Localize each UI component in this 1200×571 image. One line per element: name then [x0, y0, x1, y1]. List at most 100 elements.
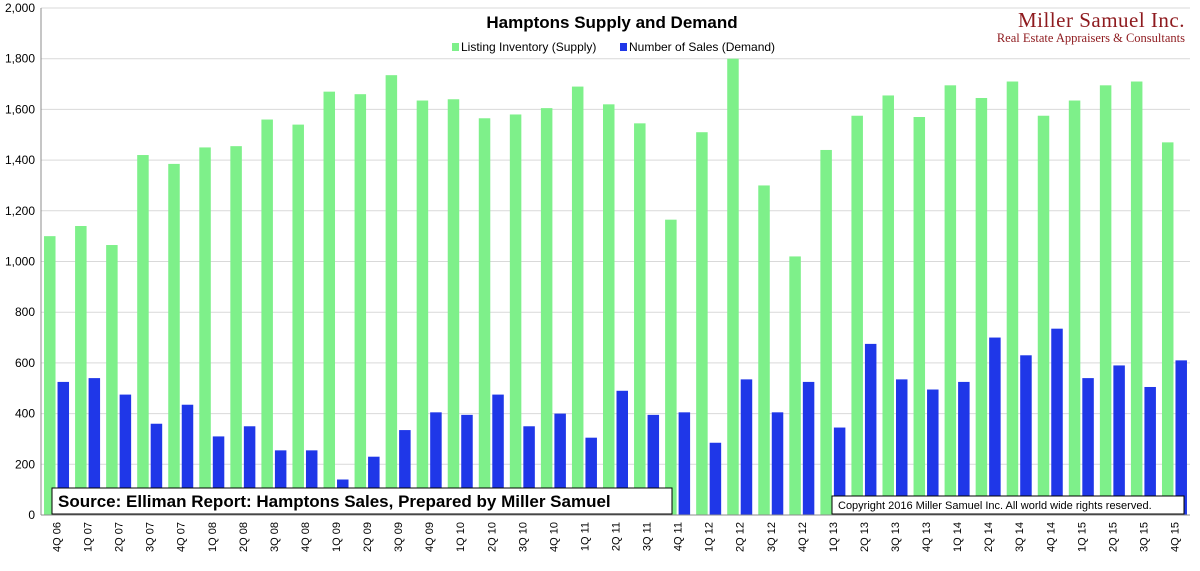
- supply-bar: [727, 58, 739, 515]
- x-tick-label: 1Q 07: [83, 522, 95, 552]
- x-tick-label: 1Q 09: [331, 522, 343, 552]
- supply-bar: [292, 124, 304, 516]
- supply-bar: [323, 91, 336, 515]
- demand-bar: [1082, 378, 1094, 515]
- supply-bar: [199, 147, 211, 516]
- source-box-frame: [51, 487, 673, 515]
- supply-bar: [603, 104, 615, 515]
- x-tick-label: 2Q 10: [486, 522, 498, 552]
- supply-bar: [509, 114, 522, 515]
- supply-bar: [1006, 81, 1019, 515]
- supply-bar: [913, 117, 926, 515]
- supply-bar: [1068, 100, 1081, 515]
- supply-bar: [168, 163, 180, 515]
- copyright-box: Copyright 2016 Miller Samuel Inc. All wo…: [831, 495, 1185, 515]
- bars: [44, 58, 1187, 516]
- x-tick-label: 1Q 08: [207, 522, 219, 552]
- x-tick-label: 4Q 15: [1169, 522, 1181, 552]
- demand-bar: [1175, 360, 1187, 515]
- x-tick-label: 1Q 12: [704, 522, 716, 552]
- demand-bar: [368, 456, 380, 515]
- y-tick-label: 0: [28, 508, 35, 522]
- demand-bar: [274, 450, 287, 515]
- supply-bar: [1161, 142, 1174, 516]
- demand-bar: [88, 378, 101, 515]
- y-tick-label: 1,800: [5, 52, 35, 66]
- x-tick-label: 3Q 09: [393, 522, 405, 552]
- demand-bar: [771, 412, 784, 515]
- legend-swatch-supply: [452, 43, 459, 51]
- x-tick-label: 2Q 12: [735, 522, 747, 552]
- legend-swatch-demand: [620, 43, 627, 51]
- supply-bar: [416, 100, 429, 515]
- demand-bar: [895, 379, 908, 515]
- x-tick-label: 2Q 09: [362, 522, 374, 552]
- y-tick-label: 2,000: [5, 1, 35, 15]
- y-tick-label: 1,600: [5, 102, 35, 116]
- demand-bar: [492, 394, 504, 515]
- demand-bar: [927, 389, 939, 515]
- demand-bar: [989, 337, 1001, 515]
- x-tick-label: 4Q 14: [1045, 522, 1057, 552]
- y-tick-label: 600: [15, 356, 35, 370]
- y-tick-label: 1,200: [5, 204, 35, 218]
- logo-name: Miller Samuel Inc.: [1018, 8, 1185, 32]
- x-tick-label: 3Q 13: [890, 522, 902, 552]
- logo-tagline: Real Estate Appraisers & Consultants: [997, 31, 1185, 45]
- chart-title: Hamptons Supply and Demand: [486, 13, 737, 32]
- y-tick-label: 800: [15, 305, 35, 319]
- y-tick-label: 1,400: [5, 153, 35, 167]
- demand-bar: [399, 430, 411, 515]
- x-tick-label: 4Q 10: [548, 522, 560, 552]
- x-tick-label: 1Q 11: [579, 522, 591, 551]
- source-label: Source: Elliman Report: Hamptons Sales, …: [58, 492, 611, 511]
- x-tick-label: 3Q 08: [269, 522, 281, 552]
- demand-bar: [958, 381, 970, 515]
- x-tick-label: 4Q 11: [673, 522, 685, 551]
- supply-bar: [478, 118, 491, 516]
- supply-bar: [882, 95, 894, 516]
- supply-bar: [44, 236, 56, 515]
- x-axis: 4Q 06 1Q 07 2Q 07 3Q 07 4Q 07 1Q 08 2Q 08 3Q 08…: [41, 514, 1190, 552]
- demand-bar: [523, 426, 535, 515]
- supply-bar: [106, 245, 118, 515]
- legend-label-demand: Number of Sales (Demand): [629, 40, 775, 54]
- supply-bar: [634, 123, 646, 515]
- demand-bar: [461, 414, 473, 515]
- supply-bar: [447, 99, 460, 515]
- demand-bar: [150, 423, 163, 515]
- x-tick-label: 1Q 14: [952, 522, 964, 552]
- supply-bar: [385, 75, 398, 516]
- x-tick-label: 2Q 15: [1107, 522, 1119, 552]
- x-tick-label: 3Q 12: [766, 522, 778, 552]
- x-tick-label: 4Q 13: [921, 522, 933, 552]
- supply-bar: [851, 115, 863, 516]
- x-tick-label: 2Q 13: [859, 522, 871, 552]
- legend: Listing Inventory (Supply) Number of Sal…: [452, 40, 775, 54]
- x-tick-label: 3Q 14: [1014, 522, 1026, 552]
- supply-bar: [789, 256, 801, 515]
- supply-bar: [137, 155, 149, 515]
- supply-bar: [261, 119, 273, 515]
- x-tick-label: 2Q 14: [983, 522, 995, 552]
- x-tick-label: 3Q 10: [517, 522, 529, 552]
- x-tick-label: 1Q 13: [828, 522, 840, 552]
- demand-bar: [1113, 365, 1125, 515]
- demand-bar: [1020, 355, 1032, 515]
- demand-bar: [1144, 386, 1156, 515]
- company-logo: Miller Samuel Inc. Real Estate Appraiser…: [997, 8, 1185, 45]
- supply-bar: [1130, 81, 1143, 515]
- x-tick-label: 4Q 09: [424, 522, 436, 552]
- demand-bar: [57, 381, 70, 515]
- demand-bar: [802, 381, 815, 515]
- x-tick-label: 3Q 15: [1138, 522, 1150, 552]
- copyright-box-frame: [831, 495, 1185, 515]
- supply-bar: [571, 86, 584, 516]
- demand-bar: [709, 442, 722, 515]
- x-tick-label: 4Q 06: [52, 522, 64, 552]
- x-tick-label: 3Q 07: [145, 522, 157, 552]
- demand-bar: [554, 413, 566, 515]
- demand-bar: [181, 404, 194, 515]
- demand-bar: [864, 343, 877, 515]
